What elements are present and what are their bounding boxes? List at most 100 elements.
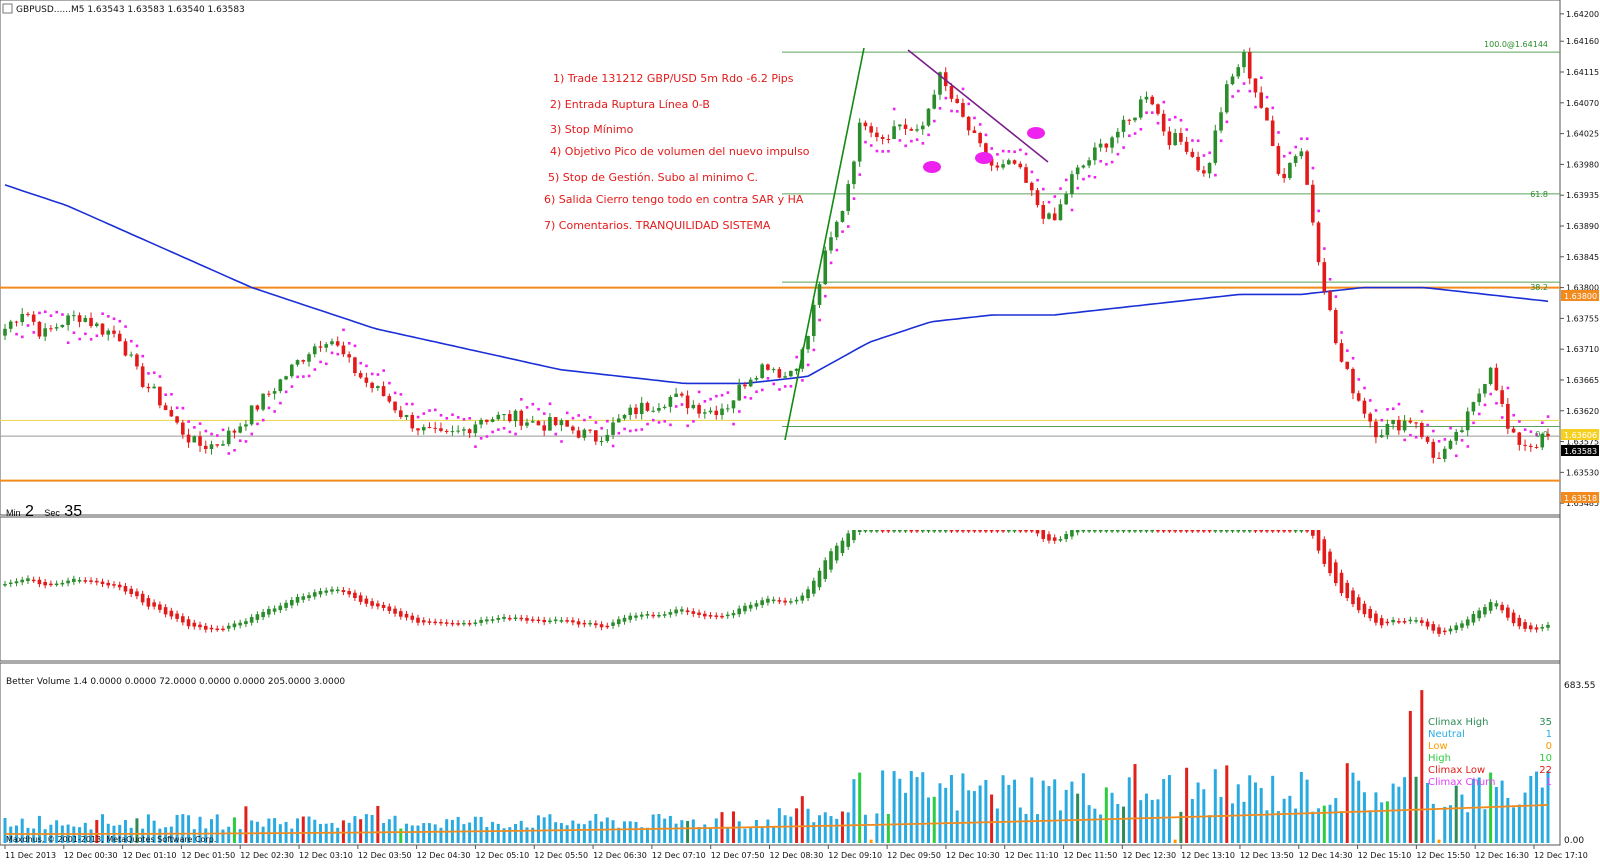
candle-body (668, 397, 673, 407)
note-7: 7) Comentarios. TRANQUILIDAD SISTEMA (544, 219, 771, 232)
sar-dot (1397, 402, 1401, 406)
ha-body (1477, 610, 1481, 619)
x-tick-label: 12 Dec 11:50 (1064, 851, 1118, 860)
candle-body (909, 128, 914, 131)
sar-dot (898, 139, 902, 142)
sar-dot (674, 405, 678, 408)
candle-body (1184, 141, 1189, 152)
ha-body (43, 581, 47, 586)
candle-body (840, 210, 845, 222)
heiken-ashi-panel[interactable] (0, 516, 1561, 662)
volume-bar (3, 818, 7, 843)
window-menu-icon[interactable] (2, 3, 13, 14)
sar-dot (21, 335, 24, 339)
ha-body (60, 582, 65, 585)
y-tick-label: 1.63485 (1566, 499, 1599, 508)
sar-dot (1105, 162, 1108, 166)
sar-dot (422, 412, 426, 415)
ha-body (542, 619, 546, 623)
sar-dot (508, 430, 512, 434)
candle-body (811, 304, 816, 337)
candle-body (1494, 367, 1499, 391)
volume-bar (1242, 801, 1246, 843)
sar-dot (1380, 418, 1384, 422)
volume-bar (1483, 809, 1487, 843)
volume-bar (1110, 792, 1114, 843)
volume-bar (674, 823, 678, 843)
ha-body (232, 623, 237, 628)
ha-body (467, 623, 472, 625)
volume-bar (158, 828, 162, 843)
ha-body (473, 622, 478, 624)
candle-body (117, 333, 122, 342)
volume-bar (519, 820, 523, 843)
ha-body (1448, 628, 1453, 632)
volume-bar (1035, 814, 1039, 843)
ha-body (1305, 530, 1309, 532)
x-tick-label: 12 Dec 07:10 (652, 851, 706, 860)
volume-bar (261, 826, 265, 843)
time-axis: 11 Dec 2013 12 Dec 00:30 12 Dec 01:10 12 De… (4, 845, 1588, 860)
candle-body (94, 323, 99, 327)
candle-body (376, 386, 380, 389)
ha-body (915, 530, 919, 532)
note-2: 2) Entrada Ruptura Línea 0-B (550, 98, 710, 111)
volume-bar (1064, 789, 1068, 843)
sar-dot (1145, 111, 1148, 114)
volume-bar (43, 829, 47, 843)
candle-body (1087, 160, 1091, 166)
ha-body (1075, 530, 1080, 533)
volume-bar (1231, 803, 1235, 843)
sar-dot (1277, 131, 1280, 134)
candle-body (221, 444, 225, 446)
volume-bar (1282, 798, 1286, 843)
candle-body (989, 158, 994, 166)
volume-bar (146, 814, 150, 843)
volume-bar (462, 824, 466, 843)
volume-bar (1104, 787, 1108, 843)
candle-body (880, 137, 885, 140)
sar-dot (542, 412, 546, 415)
sar-dot (95, 334, 99, 338)
volume-bar (749, 827, 753, 843)
ha-body (152, 602, 156, 607)
volume-bar (777, 808, 781, 843)
sar-dot (66, 341, 70, 345)
ha-body (66, 580, 70, 584)
candle-body (393, 401, 397, 411)
candle-body (966, 116, 971, 131)
sar-dot (359, 361, 363, 365)
candle-body (1173, 133, 1177, 146)
main-price-panel[interactable] (0, 0, 1561, 516)
candle-body (823, 250, 828, 285)
line-0-b[interactable] (907, 49, 1049, 163)
volume-scale-bottom: 0.00 (1564, 836, 1584, 846)
volume-bar (1099, 814, 1103, 843)
volume-bar (852, 779, 856, 843)
ha-body (1333, 562, 1338, 584)
candle-body (163, 405, 168, 411)
candle-body (502, 414, 506, 416)
candle-body (1007, 160, 1011, 165)
sar-dot (1110, 160, 1114, 164)
volume-bar (1087, 805, 1091, 843)
candle-body (800, 349, 805, 369)
sar-dot (692, 420, 695, 423)
candle-body (410, 415, 415, 429)
volume-bar (427, 823, 431, 843)
ha-body (852, 530, 856, 541)
note-1: 1) Trade 131212 GBP/USD 5m Rdo -6.2 Pips (553, 72, 794, 85)
volume-bar (198, 816, 202, 843)
ha-body (536, 619, 541, 622)
sar-dot (583, 418, 586, 422)
volume-bar (1156, 799, 1160, 843)
volume-bar (1208, 815, 1212, 843)
sar-dot (1420, 410, 1424, 413)
impulse-trendline[interactable] (784, 47, 865, 441)
volume-bar (227, 826, 231, 843)
ha-body (811, 580, 816, 594)
candle-body (651, 410, 655, 412)
sar-dot (1495, 401, 1498, 405)
volume-bar (359, 819, 363, 843)
